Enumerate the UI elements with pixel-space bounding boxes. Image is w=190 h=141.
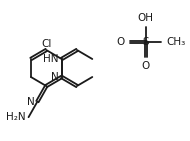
Text: N: N — [27, 97, 34, 107]
Text: S: S — [142, 37, 149, 47]
Text: OH: OH — [138, 13, 154, 23]
Text: CH₃: CH₃ — [166, 37, 186, 47]
Text: N: N — [51, 72, 59, 82]
Text: O: O — [117, 37, 125, 47]
Text: HN: HN — [43, 54, 59, 64]
Text: O: O — [142, 61, 150, 71]
Text: H₂N: H₂N — [6, 112, 26, 122]
Text: Cl: Cl — [41, 39, 51, 49]
